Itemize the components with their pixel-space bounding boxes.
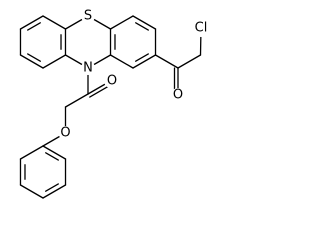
page: {"atoms": {"sulfur": "S", "nitrogen": "N… <box>19 8 210 199</box>
label-mask <box>171 88 185 102</box>
bond <box>132 54 157 69</box>
label-mask <box>192 19 210 37</box>
bond <box>19 54 44 69</box>
label-mask <box>81 9 95 23</box>
bonds <box>19 15 202 199</box>
bond <box>42 184 67 199</box>
bond <box>42 15 67 30</box>
chlorine-label: Cl <box>195 21 208 36</box>
bond <box>42 145 67 160</box>
bond <box>109 54 134 69</box>
ether-oxygen-label: O <box>60 126 70 141</box>
double-bond-line <box>135 22 149 31</box>
bond <box>19 15 44 30</box>
bond <box>154 54 179 69</box>
double-bond-line <box>135 53 149 62</box>
bond <box>132 15 157 30</box>
ketone-oxygen-label: O <box>173 88 183 103</box>
double-bond-line <box>45 152 59 161</box>
double-bond-line <box>45 183 59 192</box>
double-bond-line <box>27 22 41 31</box>
bond <box>177 54 202 69</box>
nitrogen-label: N <box>83 61 93 76</box>
amide-oxygen-label: O <box>107 74 117 89</box>
label-mask <box>104 74 118 88</box>
bond <box>19 184 44 199</box>
label-mask <box>58 126 73 140</box>
bond <box>109 15 134 30</box>
double-bond-line <box>27 53 41 62</box>
sulfur-label: S <box>84 9 92 24</box>
atom-labels: S N O O O Cl <box>58 9 210 141</box>
bond <box>19 145 44 160</box>
bond <box>42 54 67 69</box>
label-mask <box>81 61 95 75</box>
molecule-diagram: S N O O O Cl <box>19 8 210 199</box>
bond <box>64 93 89 108</box>
